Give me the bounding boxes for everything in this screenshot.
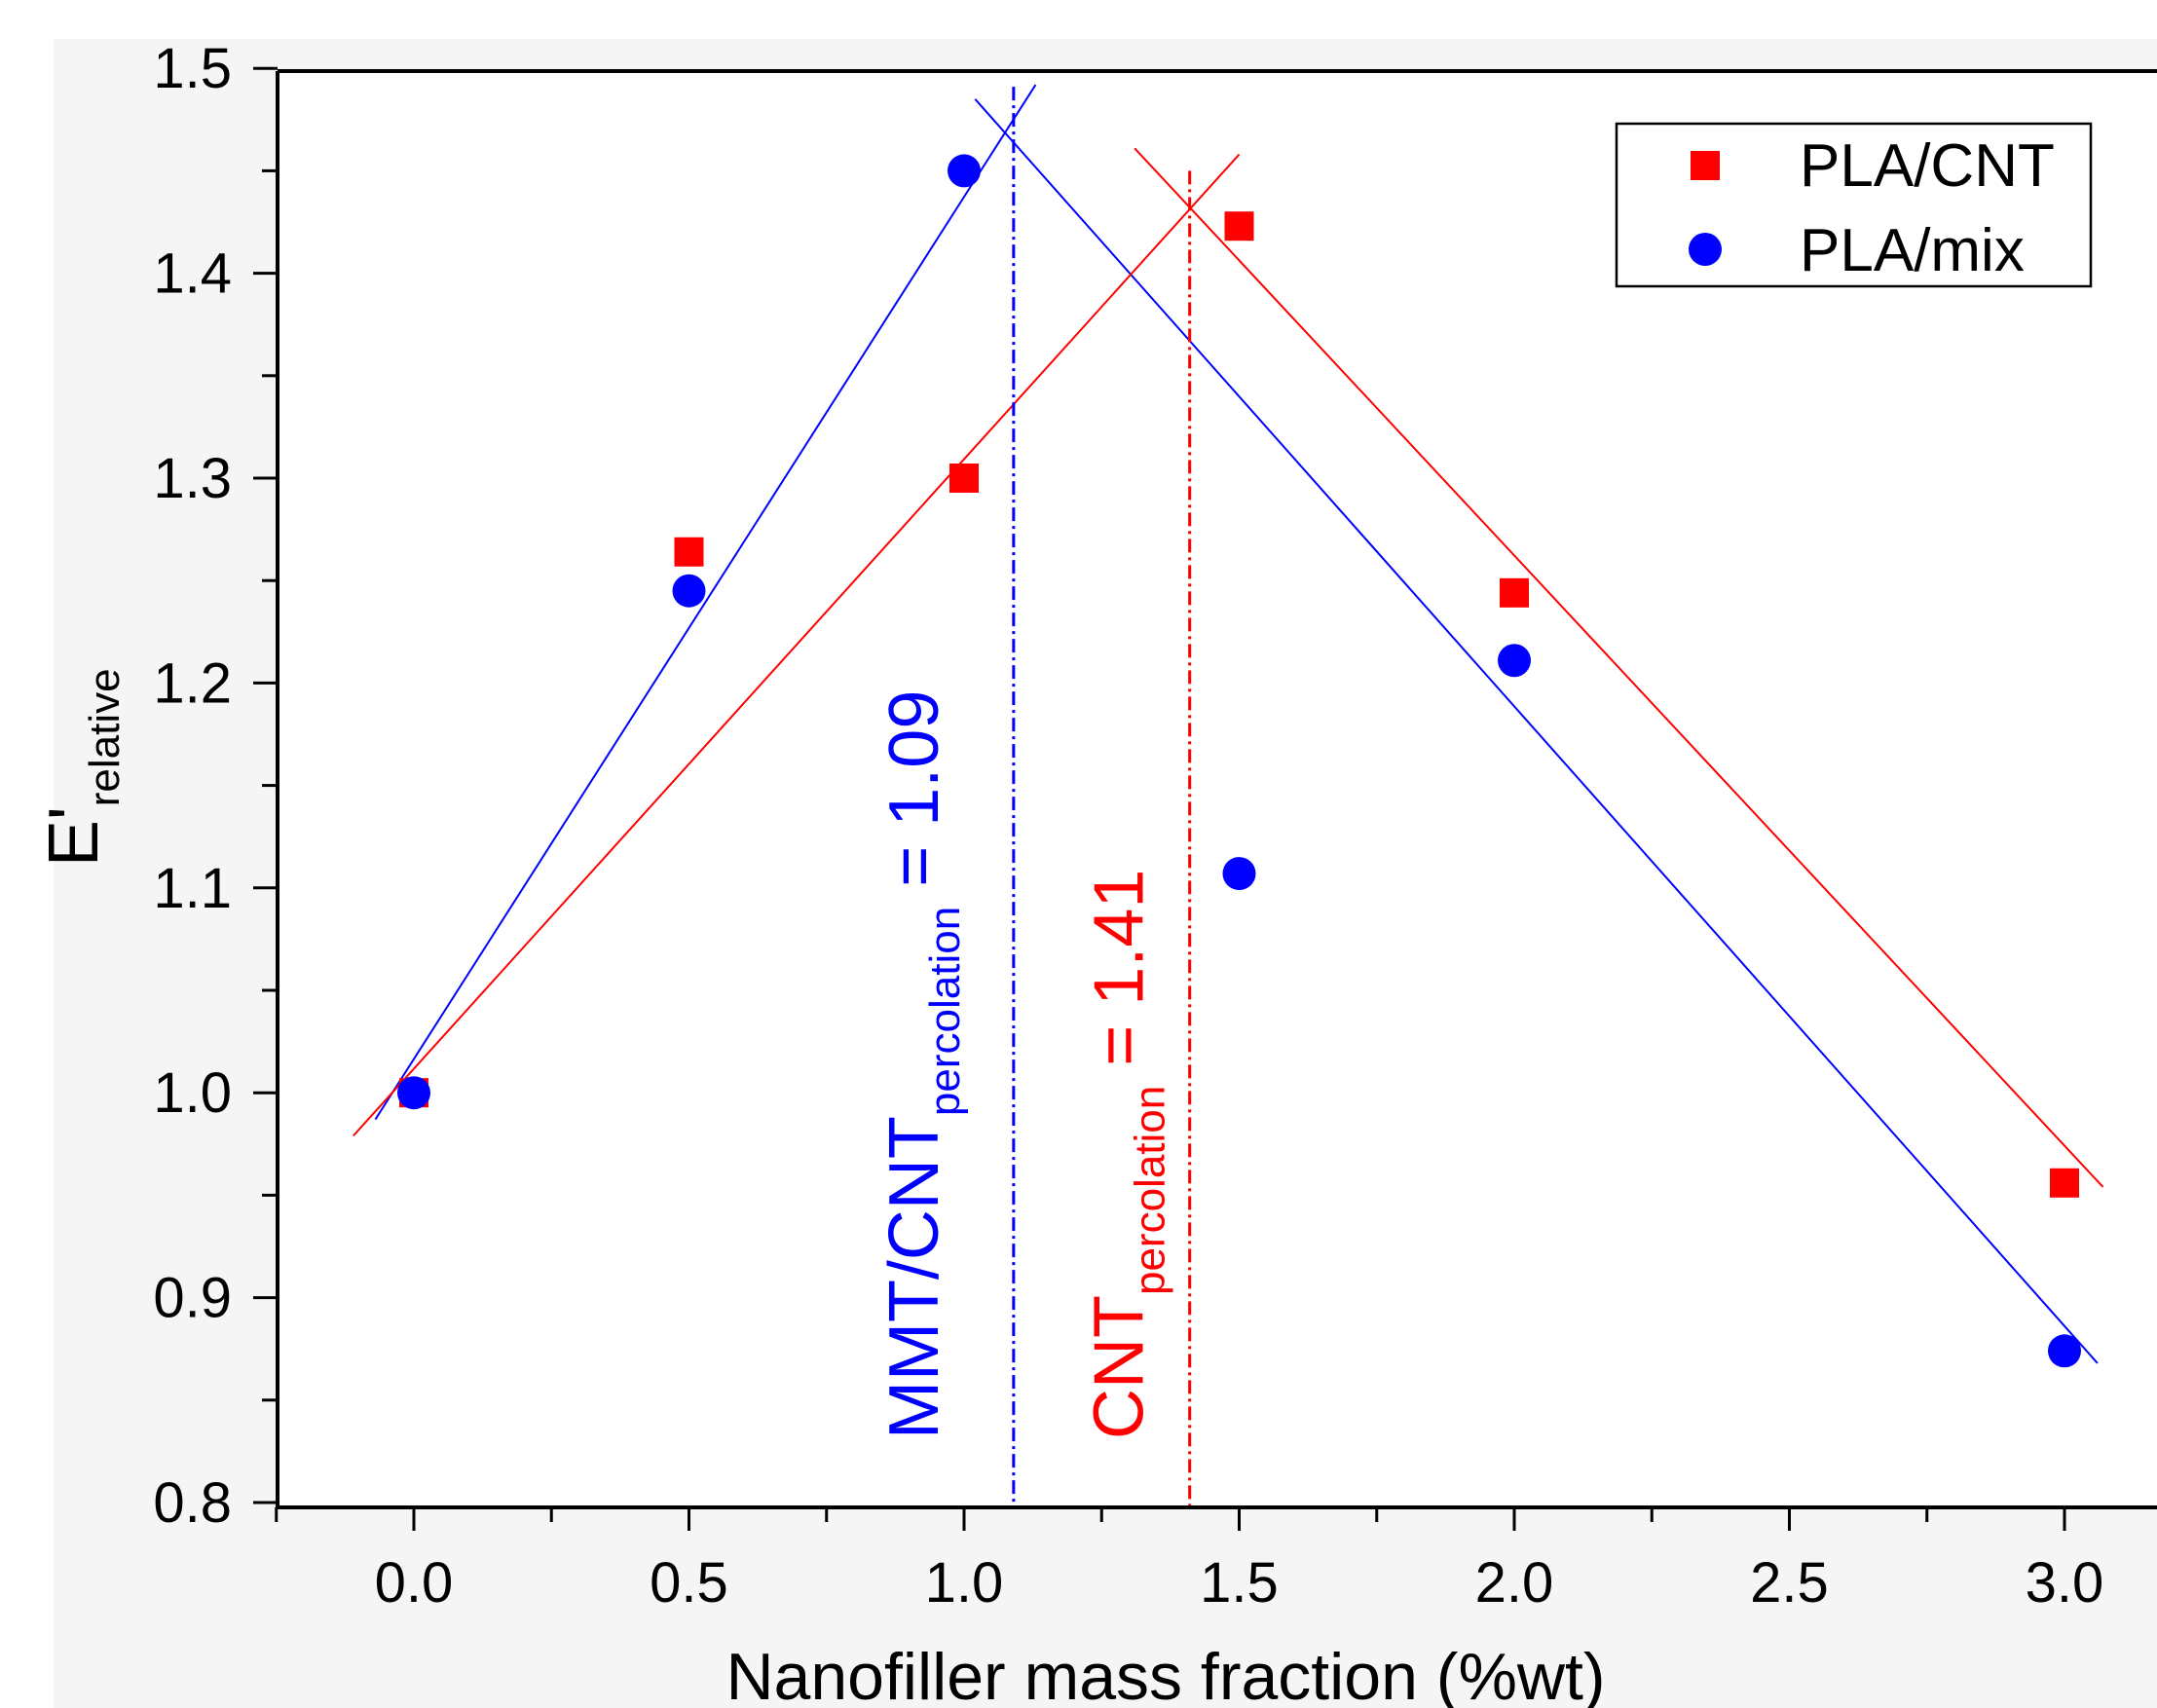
x-tick-label-4: 2.0 xyxy=(1475,1551,1554,1615)
x-tick-label-5: 2.5 xyxy=(1750,1551,1829,1615)
point-pla-cnt-2 xyxy=(949,464,979,493)
fit-lines xyxy=(353,84,2104,1364)
y-tick-label-5: 1.3 xyxy=(153,447,232,510)
plot-area xyxy=(278,71,2157,1507)
fit-line-3 xyxy=(1134,147,2104,1188)
fit-line-1 xyxy=(974,98,2099,1364)
legend: PLA/CNT PLA/mix xyxy=(1615,122,2093,288)
y-axis-label-main: E' xyxy=(35,806,113,867)
data-points xyxy=(397,154,2081,1368)
percolation-label-main-1: CNT xyxy=(1081,1295,1159,1439)
percolation-label-1: CNTpercolation = 1.41 xyxy=(1081,870,1174,1439)
x-ticks: 0.0 0.5 1.0 1.5 2.0 2.5 3.0 xyxy=(275,1507,2104,1615)
y-tick-label-1: 0.9 xyxy=(153,1267,232,1330)
percolation-annotations: MMT/CNTpercolation = 1.09CNTpercolation … xyxy=(875,690,1174,1439)
x-tick-label-0: 0.0 xyxy=(375,1551,454,1615)
y-tick-label-0: 0.8 xyxy=(153,1471,232,1535)
y-tick-label-6: 1.4 xyxy=(153,242,232,306)
point-pla-mix-4 xyxy=(1498,644,1531,678)
point-pla-cnt-1 xyxy=(674,537,704,567)
legend-label-pla-cnt: PLA/CNT xyxy=(1800,132,2055,200)
y-tick-label-7: 1.5 xyxy=(153,37,232,100)
point-pla-mix-0 xyxy=(397,1076,430,1110)
point-pla-mix-1 xyxy=(672,574,706,608)
percolation-label-0: MMT/CNTpercolation = 1.09 xyxy=(875,690,969,1439)
percolation-lines xyxy=(1012,87,1192,1507)
y-axis-label: E'relative xyxy=(35,668,129,867)
point-pla-cnt-5 xyxy=(2050,1168,2079,1198)
x-axis-label: Nanofiller mass fraction (%wt) xyxy=(725,1640,1605,1708)
percolation-label-value-1: = 1.41 xyxy=(1081,870,1159,1086)
x-tick-label-3: 1.5 xyxy=(1200,1551,1279,1615)
percolation-label-subscript-1: percolation xyxy=(1127,1086,1174,1295)
point-pla-mix-3 xyxy=(1222,857,1256,891)
y-axis-label-subscript: relative xyxy=(81,668,129,806)
percolation-label-main-0: MMT/CNT xyxy=(875,1116,953,1439)
x-tick-label-2: 1.0 xyxy=(925,1551,1004,1615)
x-tick-label-1: 0.5 xyxy=(650,1551,728,1615)
fit-line-2 xyxy=(353,153,1241,1137)
fit-line-0 xyxy=(374,84,1037,1121)
x-tick-label-6: 3.0 xyxy=(2026,1551,2104,1615)
y-ticks: 0.8 0.9 1.0 1.1 1.2 1.3 1.4 1.5 xyxy=(153,37,278,1535)
legend-label-pla-mix: PLA/mix xyxy=(1800,217,2025,284)
y-tick-label-2: 1.0 xyxy=(153,1061,232,1125)
legend-marker-pla-mix xyxy=(1689,233,1722,266)
legend-marker-pla-cnt xyxy=(1691,151,1720,180)
percolation-label-value-0: = 1.09 xyxy=(875,690,953,907)
point-pla-mix-5 xyxy=(2048,1334,2081,1368)
point-pla-mix-2 xyxy=(948,154,981,188)
y-tick-label-3: 1.1 xyxy=(153,857,232,920)
point-pla-cnt-4 xyxy=(1500,577,1529,608)
point-pla-cnt-3 xyxy=(1224,211,1254,241)
axes xyxy=(276,69,2157,1509)
y-tick-label-4: 1.2 xyxy=(153,651,232,715)
percolation-label-subscript-0: percolation xyxy=(921,907,969,1116)
